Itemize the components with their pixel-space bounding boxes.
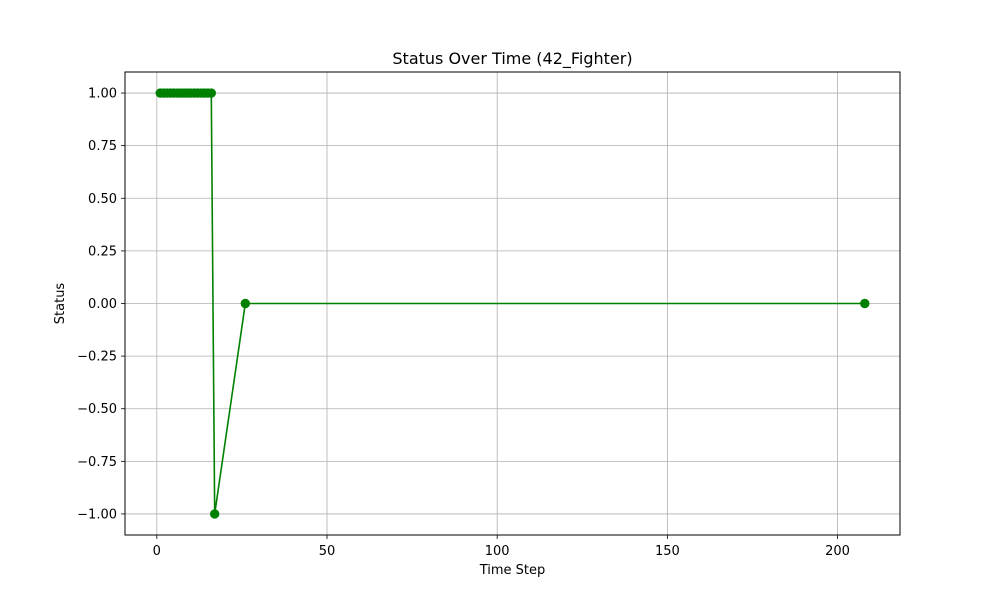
x-tick-label: 150 xyxy=(655,544,680,559)
y-tick-label: −1.00 xyxy=(77,507,117,522)
x-tick-label: 0 xyxy=(153,544,161,559)
plot-area xyxy=(155,88,870,519)
y-tick-label: 1.00 xyxy=(88,87,117,102)
data-point xyxy=(860,298,870,309)
data-point xyxy=(209,509,220,519)
y-tick-label: 0.00 xyxy=(88,297,117,312)
series-line xyxy=(160,92,865,515)
y-tick-label: 0.25 xyxy=(88,244,117,259)
y-tick-label: −0.75 xyxy=(77,455,117,470)
x-tick-label: 50 xyxy=(319,544,336,559)
x-axis-title: Time Step xyxy=(479,563,546,578)
y-axis: −1.00 −0.75 −0.50 −0.25 0.00 0.25 0.50 0.75 1.00 xyxy=(77,87,125,522)
y-tick-label: 0.75 xyxy=(88,139,117,154)
chart-title: Status Over Time (42_Fighter) xyxy=(392,49,632,69)
y-tick-label: 0.50 xyxy=(88,192,117,207)
y-axis-title: Status xyxy=(53,283,68,325)
x-axis: 0 50 100 150 200 xyxy=(153,535,850,559)
data-point xyxy=(240,298,251,309)
y-tick-label: −0.50 xyxy=(77,402,117,417)
x-tick-label: 200 xyxy=(825,544,850,559)
data-point xyxy=(206,88,216,98)
y-tick-label: −0.25 xyxy=(77,350,117,365)
x-tick-label: 100 xyxy=(485,544,510,559)
